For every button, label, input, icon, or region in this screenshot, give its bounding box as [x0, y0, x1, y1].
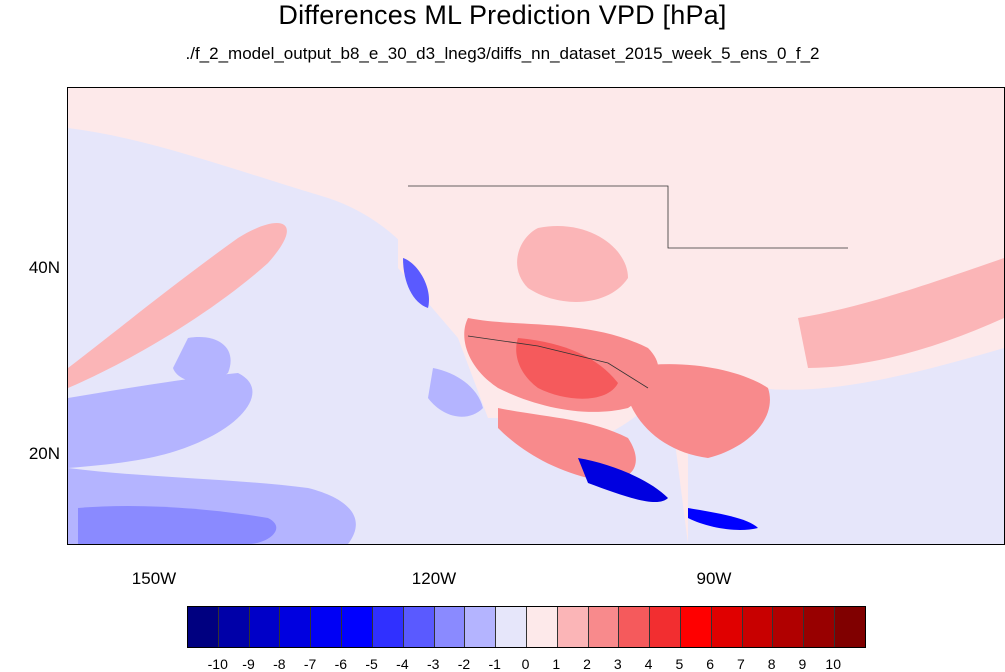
- colorbar-cell: [650, 607, 681, 647]
- colorbar-tick-label: -8: [273, 656, 286, 672]
- colorbar-tick-label: -6: [334, 656, 348, 672]
- colorbar-cell: [588, 607, 620, 647]
- red-gulf: [628, 364, 770, 458]
- colorbar-tick-label: -4: [396, 656, 409, 672]
- us-border-lines: [408, 185, 848, 249]
- colorbar-cell: [681, 607, 712, 647]
- plot-title: Differences ML Prediction VPD [hPa]: [278, 0, 727, 30]
- colorbar-cell: [773, 607, 805, 647]
- colorbar-tick-label: 2: [583, 656, 591, 672]
- red-mexico: [498, 408, 636, 481]
- colorbar-cell: [218, 607, 250, 647]
- colorbar-cell: [835, 607, 865, 647]
- colorbar-tick-label: 9: [798, 656, 807, 672]
- colorbar-cell: [557, 607, 589, 647]
- map-panel: [67, 87, 1005, 545]
- colorbar-tick-label: -9: [242, 656, 255, 672]
- plot-subtitle: ./f_2_model_output_b8_e_30_d3_lneg3/diff…: [185, 44, 820, 63]
- colorbar-tick-label: -10: [207, 656, 228, 672]
- pink-atlantic: [798, 258, 1004, 368]
- us-south-border: [467, 335, 649, 389]
- blue-central-america: [688, 508, 758, 530]
- vpd-difference-map: [68, 128, 1004, 544]
- colorbar-cell: [188, 607, 219, 647]
- blue-baja-offshore: [428, 368, 483, 417]
- colorbar-cell: [342, 607, 373, 647]
- blue-southwest-dark: [78, 506, 277, 544]
- lat-label-20n: 20N: [28, 444, 60, 463]
- colorbar-cell: [280, 607, 312, 647]
- pink-pacific-band: [68, 223, 287, 388]
- colorbar-cell: [496, 607, 527, 647]
- colorbar-cell: [465, 607, 497, 647]
- colorbar-tick-label: 4: [644, 656, 653, 672]
- blue-lower-pacific: [68, 373, 253, 468]
- colorbar-tick-label: 6: [706, 656, 715, 672]
- colorbar-cell: [804, 607, 836, 647]
- colorbar-tick-label: 7: [737, 656, 745, 672]
- colorbar-cell: [526, 607, 558, 647]
- colorbar-cell: [711, 607, 743, 647]
- colorbar: [187, 606, 866, 648]
- red-core: [516, 338, 618, 399]
- colorbar-tick-label: 0: [521, 656, 530, 672]
- colorbar-cell: [619, 607, 651, 647]
- blue-hawaii: [173, 337, 231, 383]
- colorbar-tick-label: -2: [457, 656, 471, 672]
- colorbar-tick-label: -5: [365, 656, 378, 672]
- colorbar-tick-label: 10: [825, 656, 841, 672]
- colorbar-cell: [311, 607, 343, 647]
- colorbar-tick-label: -1: [488, 656, 501, 672]
- colorbar-cell: [372, 607, 404, 647]
- colorbar-cell: [742, 607, 774, 647]
- blue-california: [403, 258, 429, 308]
- colorbar-tick-label: 3: [613, 656, 622, 672]
- colorbar-tick-label: -7: [303, 656, 317, 672]
- colorbar-cell: [434, 607, 466, 647]
- lon-label-90w: 90W: [696, 569, 732, 588]
- lon-label-120w: 120W: [411, 569, 457, 588]
- lon-label-150w: 150W: [131, 569, 177, 588]
- colorbar-tick-label: 1: [552, 656, 561, 672]
- lat-label-40n: 40N: [28, 258, 60, 277]
- red-central-us: [517, 226, 628, 302]
- colorbar-cell: [249, 607, 281, 647]
- colorbar-cell: [403, 607, 435, 647]
- blue-mexico-coast: [578, 458, 668, 503]
- colorbar-tick-label: 8: [767, 656, 776, 672]
- colorbar-tick-label: -3: [426, 656, 440, 672]
- colorbar-tick-label: 5: [675, 656, 684, 672]
